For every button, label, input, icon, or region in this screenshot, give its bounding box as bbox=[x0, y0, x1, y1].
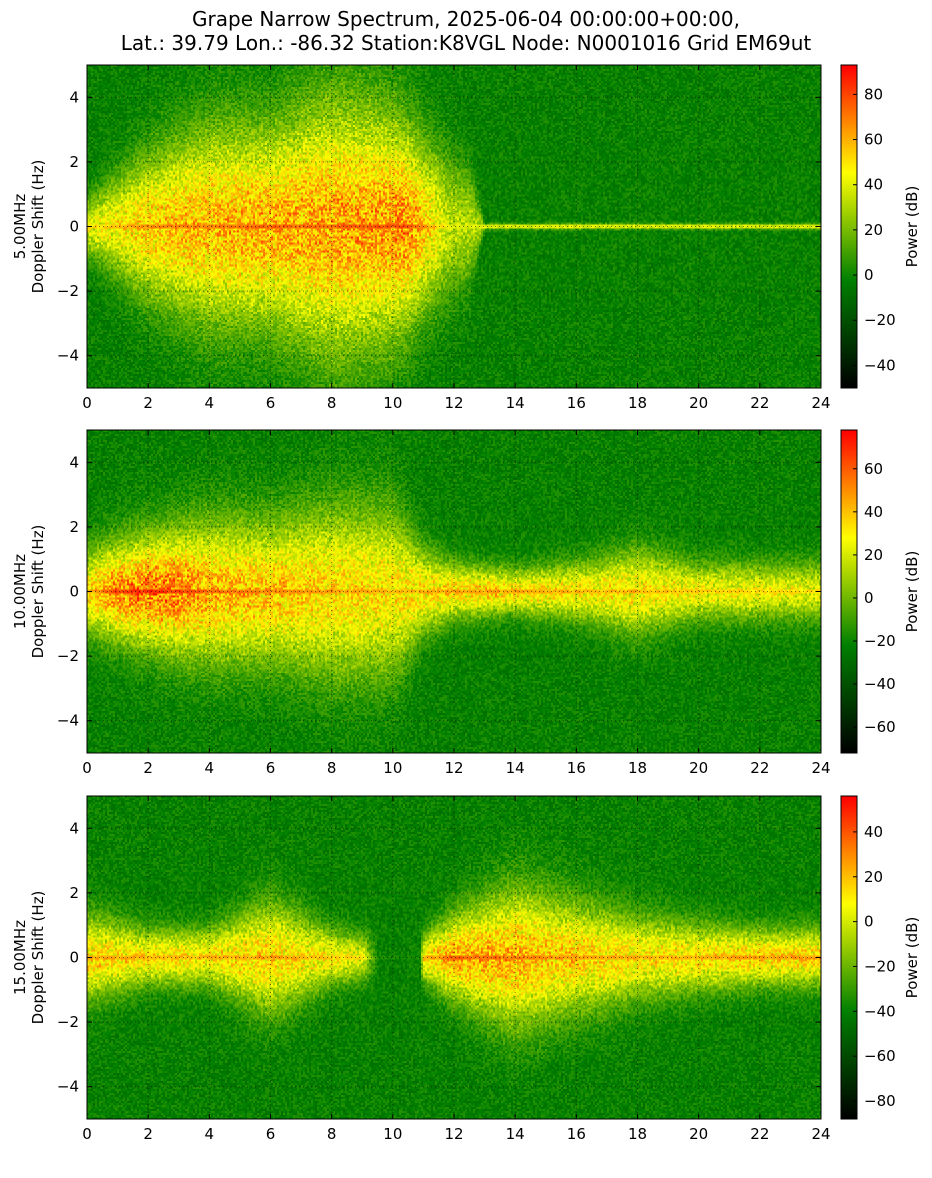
x-tick-label: 20 bbox=[689, 1125, 708, 1143]
colorbar-tick-label: −20 bbox=[864, 311, 896, 329]
colorbar-tick-label: −20 bbox=[864, 632, 896, 650]
colorbar-tick-label: 0 bbox=[864, 589, 874, 607]
colorbar-tick-label: 60 bbox=[864, 131, 883, 149]
colorbar-tick-label: −60 bbox=[864, 1047, 896, 1065]
x-tick-label: 18 bbox=[628, 759, 647, 777]
colorbar-5mhz bbox=[841, 65, 857, 388]
x-tick-label: 8 bbox=[327, 759, 337, 777]
x-tick-label: 12 bbox=[444, 1125, 463, 1143]
x-tick-label: 14 bbox=[506, 1125, 525, 1143]
colorbar-tick-label: 60 bbox=[864, 460, 883, 478]
colorbar-tick-label: −20 bbox=[864, 957, 896, 975]
colorbar-label-10mhz: Power (dB) bbox=[903, 551, 921, 633]
colorbar-label-5mhz: Power (dB) bbox=[903, 186, 921, 268]
y-axis-label-5mhz: 5.00MHzDoppler Shift (Hz) bbox=[11, 160, 47, 294]
x-tick-label: 14 bbox=[506, 759, 525, 777]
spectrogram-image-10mhz bbox=[87, 430, 821, 753]
x-tick-label: 20 bbox=[689, 394, 708, 412]
y-tick-label: 0 bbox=[69, 949, 79, 967]
x-tick-label: 16 bbox=[567, 759, 586, 777]
axes-5mhz: 0 2 4 6 8 10 12 14 16 18 20 22 24−4−20245.00MHzDoppl… bbox=[11, 64, 921, 412]
axes-15mhz: 0 2 4 6 8 10 12 14 16 18 20 22 24−4−202415.00MHzDopp… bbox=[11, 795, 921, 1143]
colorbar-tick-label: −40 bbox=[864, 675, 896, 693]
colorbar-tick-label: −60 bbox=[864, 718, 896, 736]
x-tick-label: 2 bbox=[143, 394, 153, 412]
colorbar-tick-label: 40 bbox=[864, 823, 883, 841]
spectrogram-panel-15mhz: 0 2 4 6 8 10 12 14 16 18 20 22 24 −4 −2 0 2 4 15.00MHzDopp… bbox=[0, 787, 932, 1147]
colorbar-frame-10mhz bbox=[840, 429, 858, 754]
y-tick-label: −4 bbox=[57, 347, 79, 365]
spectrogram-panel-10mhz: 0 2 4 6 8 10 12 14 16 18 20 22 24 −4 −2 0 2 4 10.00MHzDopp… bbox=[0, 421, 932, 781]
colorbar-tick-label: 40 bbox=[864, 176, 883, 194]
y-tick-label: 2 bbox=[69, 153, 79, 171]
y-tick-label: −2 bbox=[57, 1013, 79, 1031]
y-tick-label: −2 bbox=[57, 647, 79, 665]
y-tick-label: 4 bbox=[69, 88, 79, 106]
x-tick-label: 22 bbox=[750, 759, 769, 777]
x-tick-label: 0 bbox=[82, 394, 92, 412]
x-tick-label: 12 bbox=[444, 759, 463, 777]
y-tick-label: 4 bbox=[69, 819, 79, 837]
y-tick-label: −2 bbox=[57, 282, 79, 300]
colorbar-tick-label: 0 bbox=[864, 913, 874, 931]
axes-10mhz: 0 2 4 6 8 10 12 14 16 18 20 22 24−4−202410.00MHzDopp… bbox=[11, 429, 921, 777]
x-tick-label: 10 bbox=[383, 394, 402, 412]
spectrogram-image-15mhz bbox=[87, 796, 821, 1119]
x-tick-label: 8 bbox=[327, 1125, 337, 1143]
y-tick-label: 2 bbox=[69, 884, 79, 902]
x-tick-label: 22 bbox=[750, 1125, 769, 1143]
spectrogram-image-5mhz bbox=[87, 65, 821, 388]
x-tick-label: 2 bbox=[143, 759, 153, 777]
x-tick-label: 6 bbox=[266, 394, 276, 412]
x-tick-label: 10 bbox=[383, 759, 402, 777]
colorbar-tick-label: 20 bbox=[864, 868, 883, 886]
colorbar-frame-15mhz bbox=[840, 795, 858, 1120]
y-tick-label: −4 bbox=[57, 712, 79, 730]
colorbar-frame-5mhz bbox=[840, 64, 858, 389]
spectrogram-panel-5mhz: 0 2 4 6 8 10 12 14 16 18 20 22 24 −4 −2 0 2 4 5.00MHzDoppl… bbox=[0, 56, 932, 416]
x-tick-label: 2 bbox=[143, 1125, 153, 1143]
chart-title-line-2: Lat.: 39.79 Lon.: -86.32 Station:K8VGL N… bbox=[120, 31, 812, 55]
y-axis-label-15mhz: 15.00MHzDoppler Shift (Hz) bbox=[11, 891, 47, 1025]
x-tick-label: 8 bbox=[327, 394, 337, 412]
colorbar-tick-label: −40 bbox=[864, 1002, 896, 1020]
colorbar-tick-label: −80 bbox=[864, 1092, 896, 1110]
colorbar-tick-label: −40 bbox=[864, 356, 896, 374]
y-tick-label: 0 bbox=[69, 218, 79, 236]
chart-title-line-1: Grape Narrow Spectrum, 2025-06-04 00:00:… bbox=[192, 7, 740, 31]
x-tick-label: 16 bbox=[567, 1125, 586, 1143]
x-tick-label: 18 bbox=[628, 1125, 647, 1143]
x-tick-label: 18 bbox=[628, 394, 647, 412]
colorbar-tick-label: 0 bbox=[864, 266, 874, 284]
x-tick-label: 12 bbox=[444, 394, 463, 412]
x-tick-label: 0 bbox=[82, 759, 92, 777]
x-tick-label: 20 bbox=[689, 759, 708, 777]
colorbar-tick-label: 80 bbox=[864, 85, 883, 103]
colorbar-10mhz bbox=[841, 430, 857, 753]
x-tick-label: 14 bbox=[506, 394, 525, 412]
x-tick-label: 4 bbox=[205, 759, 215, 777]
colorbar-tick-label: 20 bbox=[864, 221, 883, 239]
y-tick-label: 4 bbox=[69, 453, 79, 471]
x-tick-label: 24 bbox=[811, 1125, 830, 1143]
x-tick-label: 6 bbox=[266, 1125, 276, 1143]
x-tick-label: 4 bbox=[205, 394, 215, 412]
x-tick-label: 0 bbox=[82, 1125, 92, 1143]
y-tick-label: 2 bbox=[69, 518, 79, 536]
x-tick-label: 24 bbox=[811, 394, 830, 412]
colorbar-label-15mhz: Power (dB) bbox=[903, 917, 921, 999]
x-tick-label: 6 bbox=[266, 759, 276, 777]
y-tick-label: −4 bbox=[57, 1078, 79, 1096]
x-tick-label: 10 bbox=[383, 1125, 402, 1143]
y-tick-label: 0 bbox=[69, 583, 79, 601]
colorbar-tick-label: 20 bbox=[864, 546, 883, 564]
colorbar-tick-label: 40 bbox=[864, 503, 883, 521]
y-axis-label-10mhz: 10.00MHzDoppler Shift (Hz) bbox=[11, 525, 47, 659]
x-tick-label: 4 bbox=[205, 1125, 215, 1143]
x-tick-label: 16 bbox=[567, 394, 586, 412]
x-tick-label: 24 bbox=[811, 759, 830, 777]
x-tick-label: 22 bbox=[750, 394, 769, 412]
